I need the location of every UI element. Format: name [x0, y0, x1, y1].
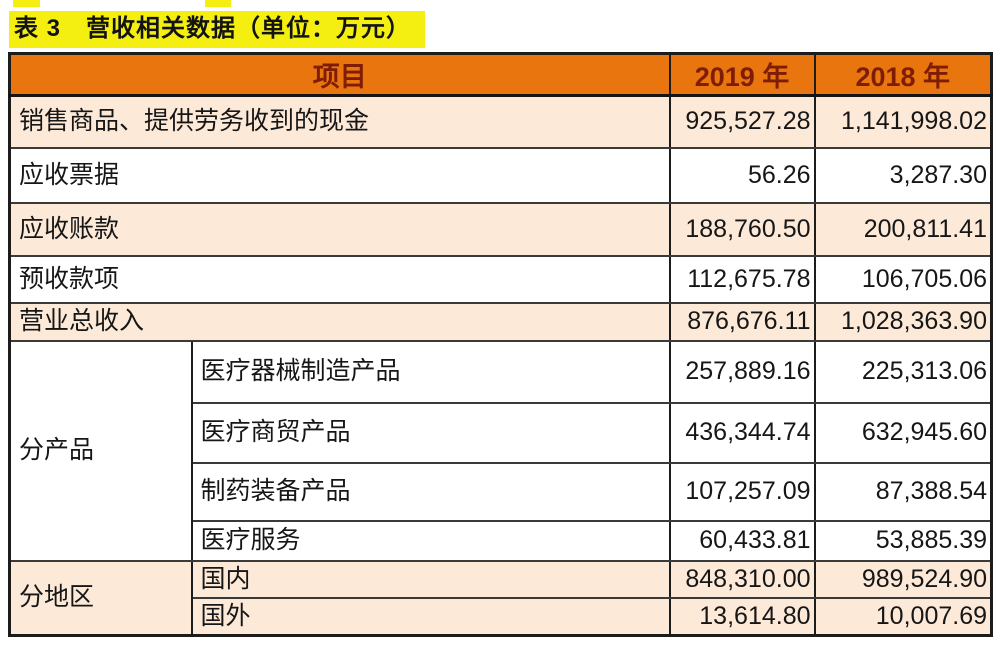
value-2019: 107,257.09	[668, 462, 816, 522]
value-2018: 3,287.30	[813, 146, 993, 204]
value-2019: 60,433.81	[668, 520, 816, 562]
value-2019: 56.26	[668, 146, 816, 204]
value-2018: 989,524.90	[813, 559, 993, 599]
value-2019: 188,760.50	[668, 201, 816, 257]
value-2018: 53,885.39	[813, 520, 993, 562]
row-label: 国内	[190, 559, 671, 599]
table-row: 分地区 国内 848,310.00 989,524.90	[8, 559, 993, 637]
table-row: 销售商品、提供劳务收到的现金 925,527.28 1,141,998.02	[8, 94, 993, 149]
value-2018: 10,007.69	[813, 597, 993, 637]
group-label-products: 分产品	[8, 339, 193, 562]
row-label: 医疗器械制造产品	[190, 339, 671, 404]
table-row: 预收款项 112,675.78 106,705.06	[8, 254, 993, 304]
value-2019: 112,675.78	[668, 254, 816, 304]
highlight-fragment-right	[205, 0, 231, 7]
value-2018: 225,313.06	[813, 339, 993, 404]
row-label: 国外	[190, 597, 671, 637]
value-2018: 1,028,363.90	[813, 301, 993, 342]
value-2018: 1,141,998.02	[813, 94, 993, 149]
highlight-fragment-left	[13, 0, 40, 7]
value-2019: 13,614.80	[668, 597, 816, 637]
revenue-data-table: 项目 2019 年 2018 年 销售商品、提供劳务收到的现金 925,527.…	[8, 52, 993, 637]
table-row: 分产品 医疗器械制造产品 257,889.16 225,313.06	[8, 339, 993, 562]
table-row: 营业总收入 876,676.11 1,028,363.90	[8, 301, 993, 342]
value-2018: 632,945.60	[813, 402, 993, 464]
value-2018: 200,811.41	[813, 201, 993, 257]
value-2019: 876,676.11	[668, 301, 816, 342]
value-2019: 848,310.00	[668, 559, 816, 599]
table-row: 应收票据 56.26 3,287.30	[8, 146, 993, 204]
row-label: 应收票据	[8, 146, 671, 204]
value-2019: 436,344.74	[668, 402, 816, 464]
value-2019: 925,527.28	[668, 94, 816, 149]
header-cell-item: 项目	[8, 52, 671, 97]
table-row: 医疗商贸产品 436,344.74 632,945.60	[10, 402, 993, 464]
value-2018: 87,388.54	[813, 462, 993, 522]
table-row: 应收账款 188,760.50 200,811.41	[8, 201, 993, 257]
value-2018: 106,705.06	[813, 254, 993, 304]
table-title: 表 3 营收相关数据（单位：万元）	[9, 11, 426, 48]
row-label: 医疗商贸产品	[190, 402, 671, 464]
row-label: 制药装备产品	[190, 462, 671, 522]
table-row: 医疗服务 60,433.81 53,885.39	[10, 520, 993, 562]
group-label-regions: 分地区	[8, 559, 193, 637]
row-label: 医疗服务	[190, 520, 671, 562]
row-label: 预收款项	[8, 254, 671, 304]
table-header-row: 项目 2019 年 2018 年	[8, 52, 993, 97]
row-label: 应收账款	[8, 201, 671, 257]
header-cell-2019: 2019 年	[668, 52, 816, 97]
value-2019: 257,889.16	[668, 339, 816, 404]
row-label: 销售商品、提供劳务收到的现金	[8, 94, 671, 149]
header-cell-2018: 2018 年	[813, 52, 993, 97]
row-label: 营业总收入	[8, 301, 671, 342]
table-row: 国外 13,614.80 10,007.69	[10, 597, 993, 637]
table-row: 制药装备产品 107,257.09 87,388.54	[10, 462, 993, 522]
